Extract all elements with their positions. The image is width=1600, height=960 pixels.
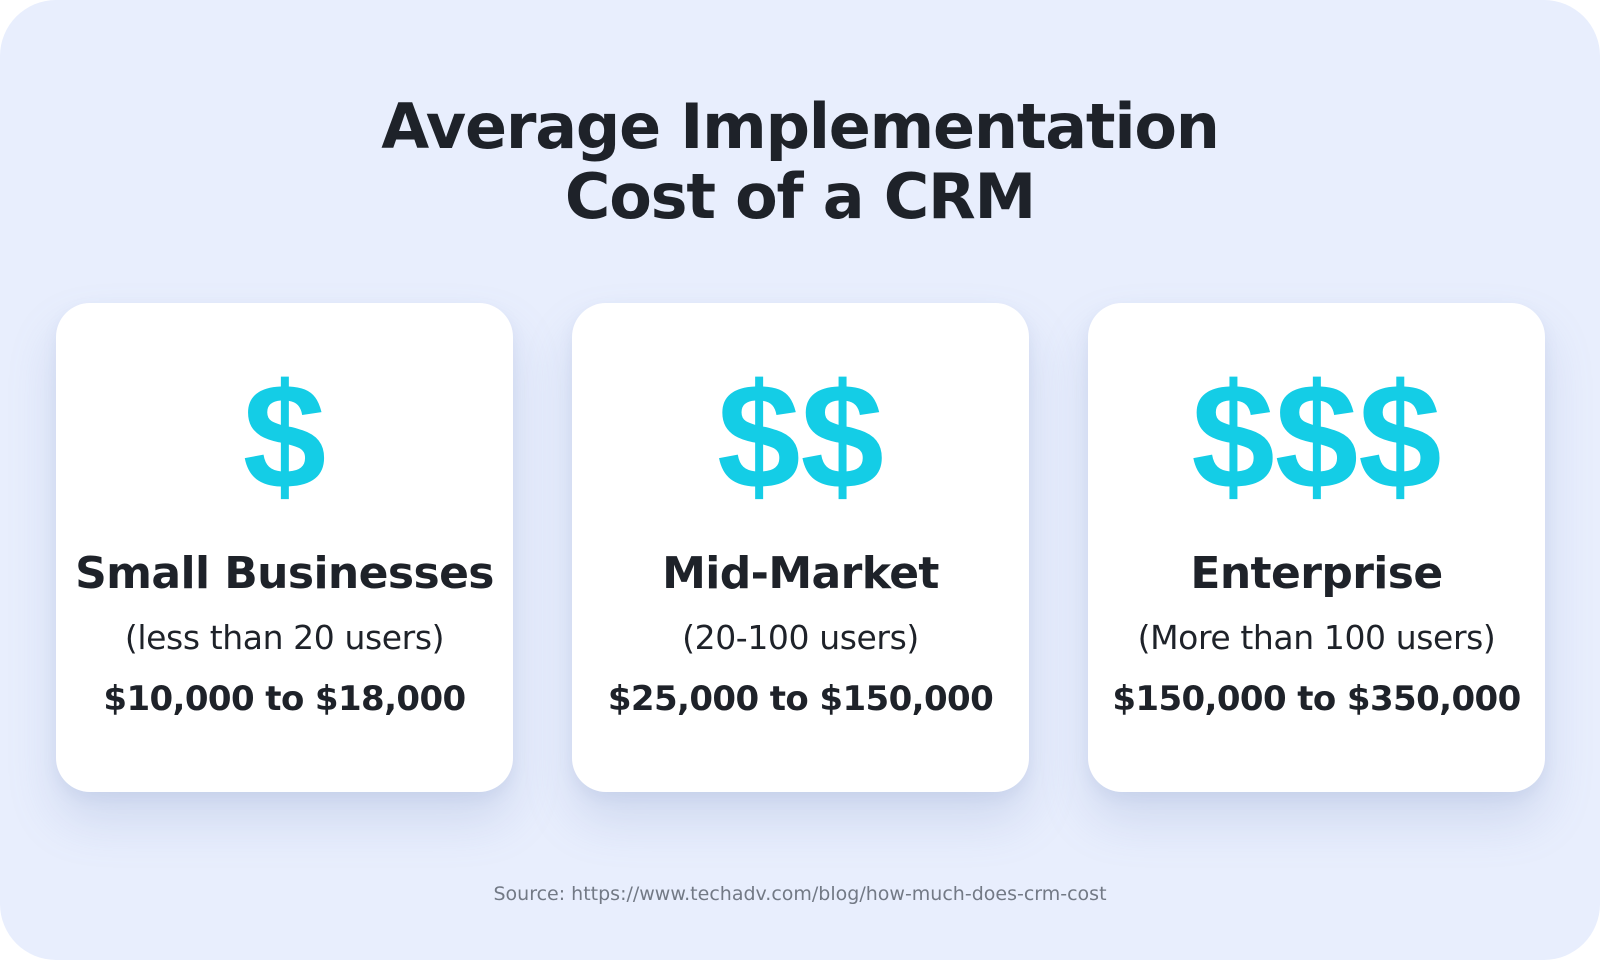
double-dollar-icon: $$ bbox=[717, 352, 884, 520]
cost-range: $150,000 to $350,000 bbox=[1112, 679, 1521, 719]
segment-title: Small Businesses bbox=[75, 548, 494, 599]
title-line-2: Cost of a CRM bbox=[564, 160, 1036, 233]
cost-range: $10,000 to $18,000 bbox=[103, 679, 466, 719]
card-small-businesses: $ Small Businesses (less than 20 users) … bbox=[56, 303, 513, 792]
cost-cards: $ Small Businesses (less than 20 users) … bbox=[56, 303, 1546, 792]
dollar-icon: $ bbox=[242, 352, 327, 520]
segment-users: (20-100 users) bbox=[682, 618, 919, 657]
page-title: Average Implementation Cost of a CRM bbox=[0, 92, 1600, 232]
cost-range: $25,000 to $150,000 bbox=[607, 679, 994, 719]
segment-title: Enterprise bbox=[1190, 548, 1443, 599]
segment-users: (More than 100 users) bbox=[1137, 618, 1496, 657]
segment-users: (less than 20 users) bbox=[124, 618, 445, 657]
triple-dollar-icon: $$$ bbox=[1191, 352, 1442, 520]
title-line-1: Average Implementation bbox=[381, 90, 1220, 163]
segment-title: Mid-Market bbox=[662, 548, 939, 599]
card-enterprise: $$$ Enterprise (More than 100 users) $15… bbox=[1088, 303, 1545, 792]
source-citation: Source: https://www.techadv.com/blog/how… bbox=[493, 883, 1107, 905]
card-mid-market: $$ Mid-Market (20-100 users) $25,000 to … bbox=[572, 303, 1029, 792]
